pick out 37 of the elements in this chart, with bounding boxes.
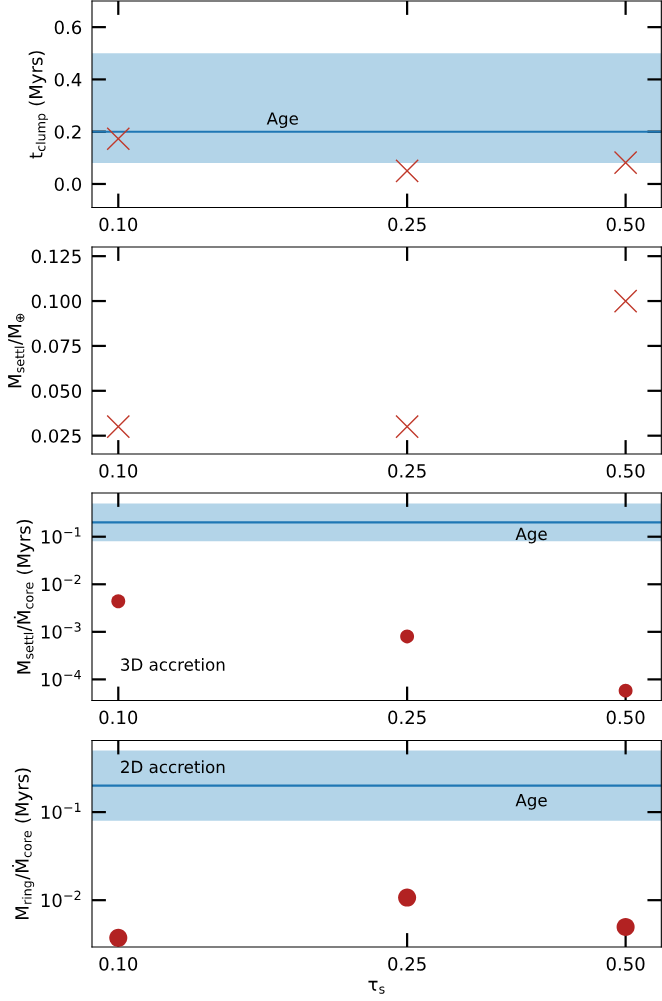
y-tick-label: 10$^{−3}$ <box>41 622 81 639</box>
y-tick-label: 0.050 <box>31 384 82 398</box>
y-tick-label: 0.100 <box>31 294 82 309</box>
y-tick-label: 10$^{−2}$ <box>41 574 81 592</box>
annotation: 3D accretion <box>121 657 225 671</box>
y-tick-label: 0.025 <box>31 429 81 443</box>
x-tick-label: 0.50 <box>606 217 645 232</box>
y-tick-label: 0.2 <box>54 125 81 139</box>
y-tick-label: 10$^{−2}$ <box>41 890 81 908</box>
x-tick-label: 0.50 <box>606 464 645 478</box>
y-tick-label: 0.4 <box>54 72 82 87</box>
x-tick-label: 0.50 <box>606 710 645 725</box>
annotation: 2D accretion <box>121 760 225 774</box>
ref-line-label: Age <box>515 527 547 544</box>
y-tick-label: 10$^{−1}$ <box>41 527 81 544</box>
y-tick-label: 10$^{−1}$ <box>41 802 81 820</box>
y-axis-title: M$_{settl}$/M$_{⊕}$ <box>8 313 25 388</box>
y-tick-label: 0.075 <box>31 339 81 354</box>
x-axis-title: τ$_{s}$ <box>368 980 385 994</box>
ref-line-label: Age <box>515 794 547 810</box>
x-tick-label: 0.50 <box>606 957 645 971</box>
x-tick-label: 0.10 <box>99 957 138 971</box>
y-axis-title: t$_{clump}$ (Myrs) <box>28 51 48 159</box>
y-axis-title: M$_{settl}$/Ṁ$_{core}$ (Myrs) <box>13 519 35 674</box>
y-tick-label: 0.0 <box>54 177 82 192</box>
y-tick-label: 0.125 <box>31 249 81 264</box>
y-tick-label: 10$^{−4}$ <box>41 670 81 687</box>
x-tick-label: 0.10 <box>99 710 138 725</box>
x-tick-label: 0.10 <box>99 217 138 232</box>
ref-line-label: Age <box>266 112 298 129</box>
x-tick-label: 0.25 <box>388 464 426 478</box>
x-tick-label: 0.25 <box>388 217 426 232</box>
x-tick-label: 0.25 <box>388 710 426 725</box>
y-tick-label: 0.6 <box>54 20 82 35</box>
y-axis-title: M$_{ring}$/Ṁ$_{core}$ (Myrs) <box>12 768 35 919</box>
x-tick-label: 0.10 <box>99 464 138 478</box>
x-tick-label: 0.25 <box>388 957 426 971</box>
